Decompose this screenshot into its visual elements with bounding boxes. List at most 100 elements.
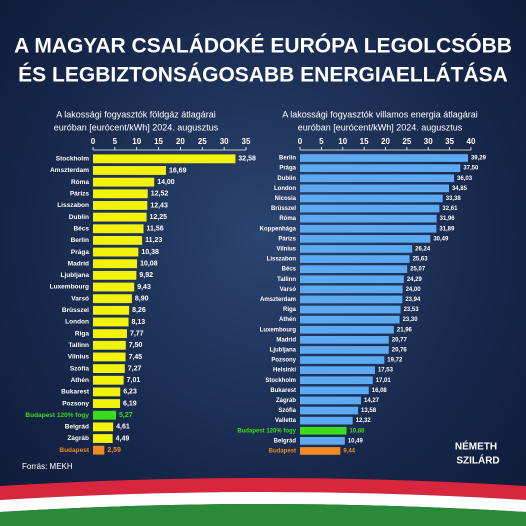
category-label: Dublin xyxy=(69,214,89,221)
bar xyxy=(93,364,125,374)
category-label: Vilnius xyxy=(276,247,296,253)
bar xyxy=(300,346,389,354)
bar xyxy=(93,445,105,455)
value-label: 7,77 xyxy=(130,330,144,337)
category-label: Berlin xyxy=(279,156,296,162)
category-label: Athén xyxy=(279,317,296,323)
x-tick-label: 40 xyxy=(467,137,476,146)
value-label: 6,23 xyxy=(123,389,137,396)
subtitle-line: A lakossági fogyasztók villamos energia … xyxy=(282,109,478,119)
bar xyxy=(93,434,113,443)
value-label: 8,13 xyxy=(132,319,146,326)
bar xyxy=(300,295,403,304)
category-label: Zágráb xyxy=(276,398,296,404)
category-label: Párizs xyxy=(278,236,296,242)
x-tick-label: 30 xyxy=(220,137,229,146)
category-label: Ljubljana xyxy=(270,348,297,354)
value-label: 32,58 xyxy=(238,156,256,163)
bar xyxy=(300,305,401,314)
category-label: Vilnius xyxy=(68,354,90,361)
bar xyxy=(93,410,117,420)
category-label: Brüsszel xyxy=(62,307,89,314)
value-label: 25,07 xyxy=(410,267,426,273)
x-tick-label: 10 xyxy=(132,137,141,146)
category-label: Tallinn xyxy=(277,277,296,283)
value-label: 24,29 xyxy=(407,277,423,283)
value-label: 31,96 xyxy=(440,216,456,222)
bar xyxy=(300,184,449,193)
category-label: Luxembourg xyxy=(50,284,89,291)
x-tick-label: 25 xyxy=(198,137,207,146)
category-label: London xyxy=(274,186,296,192)
subtitle-line: euróban [eurócent/kWh] 2024. augusztus xyxy=(298,122,463,132)
value-label: 14,27 xyxy=(364,398,380,404)
value-label: 6,19 xyxy=(123,400,137,407)
bar xyxy=(300,336,389,344)
category-label: Belgrád xyxy=(65,424,89,431)
bar xyxy=(93,294,132,304)
x-tick-label: 0 xyxy=(91,137,96,146)
value-label: 17,01 xyxy=(376,378,392,384)
logo-line: SZILÁRD xyxy=(456,454,499,467)
value-label: 7,01 xyxy=(127,377,141,384)
bar xyxy=(93,329,127,339)
bar xyxy=(93,375,124,385)
category-label: Budapest 120% fogy xyxy=(237,428,296,434)
value-label: 8,26 xyxy=(132,307,146,314)
x-tick-label: 35 xyxy=(242,137,251,146)
value-label: 16,08 xyxy=(372,388,388,394)
value-label: 5,27 xyxy=(119,412,133,419)
bar xyxy=(93,352,126,362)
bar xyxy=(300,325,394,334)
category-label: Stockholm xyxy=(56,156,89,163)
bar xyxy=(300,214,437,223)
bar xyxy=(300,426,347,435)
bar xyxy=(300,265,408,273)
value-label: 9,92 xyxy=(139,272,153,279)
value-label: 2,59 xyxy=(107,447,121,454)
category-label: Tallinn xyxy=(69,342,89,349)
bar xyxy=(93,317,129,327)
category-label: Berlin xyxy=(71,237,89,244)
value-label: 32,61 xyxy=(442,206,458,212)
value-label: 12,25 xyxy=(150,214,168,221)
value-label: 11,23 xyxy=(145,237,162,244)
value-label: 10,08 xyxy=(140,261,158,268)
category-label: Belgrád xyxy=(274,438,297,444)
bar xyxy=(93,340,126,350)
subtitle-line: euróban [eurócent/kWh] 2024. augusztus xyxy=(54,122,219,132)
bar xyxy=(93,270,137,280)
bar xyxy=(300,224,437,233)
bar xyxy=(93,259,138,269)
value-label: 20,76 xyxy=(392,348,408,354)
bar xyxy=(93,201,148,210)
category-label: Párizs xyxy=(70,191,90,198)
value-label: 10,88 xyxy=(350,428,366,434)
bar xyxy=(300,174,455,183)
value-label: 13,58 xyxy=(361,408,377,414)
category-label: Bukarest xyxy=(270,388,296,394)
source: Forrás: MEKH xyxy=(22,462,73,471)
value-label: 37,50 xyxy=(463,166,479,172)
category-label: Valletta xyxy=(275,418,297,424)
value-label: 24,00 xyxy=(406,287,422,293)
category-label: Szófia xyxy=(278,408,296,414)
category-label: Bécs xyxy=(73,225,89,232)
category-label: Luxembourg xyxy=(260,327,297,333)
category-label: Stockholm xyxy=(265,378,296,384)
flag-green xyxy=(0,504,526,526)
category-label: Prága xyxy=(71,249,89,256)
bar xyxy=(300,255,410,263)
title-line: A MAGYAR CSALÁDOKÉ EURÓPA LEGOLCSÓBB xyxy=(14,34,512,58)
value-label: 19,72 xyxy=(387,358,403,364)
bar xyxy=(300,194,443,203)
value-label: 25,63 xyxy=(413,257,429,263)
bar xyxy=(300,437,345,445)
value-label: 4,49 xyxy=(116,435,130,442)
bar xyxy=(93,177,155,187)
value-label: 7,45 xyxy=(129,354,143,361)
x-tick-label: 30 xyxy=(424,137,433,146)
category-label: Bécs xyxy=(282,267,297,273)
